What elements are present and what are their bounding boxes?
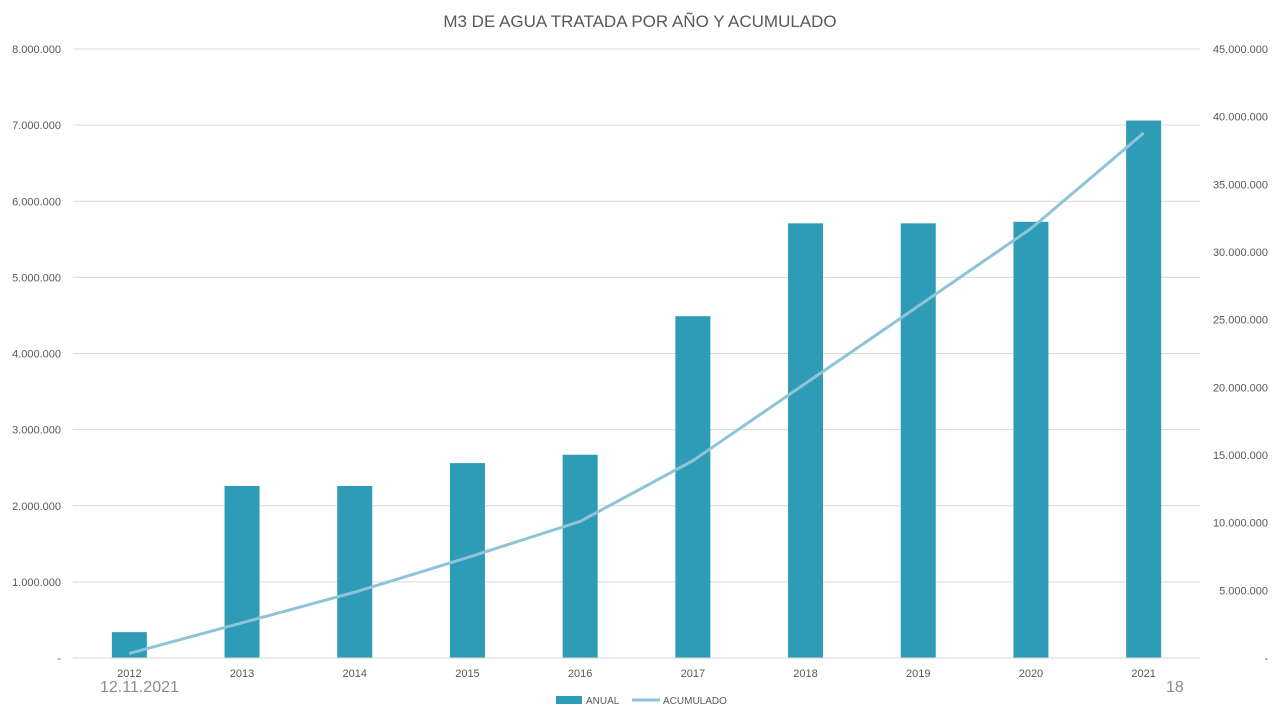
left-axis-tick-label: 2.000.000 xyxy=(12,501,61,513)
x-axis-tick-label: 2013 xyxy=(230,668,254,680)
legend-label-anual: ANUAL xyxy=(586,696,620,707)
right-axis-ticks: - 5.000.000 10.000.000 15.000.000 20.000.000… xyxy=(1213,44,1268,665)
right-axis-tick-label: 15.000.000 xyxy=(1213,450,1268,462)
left-axis-tick-label: 3.000.000 xyxy=(12,425,61,437)
right-axis-tick-label: 40.000.000 xyxy=(1213,112,1268,124)
legend: ANUAL ACUMULADO xyxy=(556,696,727,707)
right-axis-tick-label: 10.000.000 xyxy=(1213,518,1268,530)
line-acumulado xyxy=(128,131,1145,655)
left-axis-tick-label: 4.000.000 xyxy=(12,349,61,361)
x-axis-ticks: 2012 2013 2014 2015 2016 2017 2018 2019 2020 2021 xyxy=(73,657,1200,680)
footer-date: 12.11.2021 xyxy=(100,679,179,696)
bar-2017 xyxy=(675,316,711,658)
x-axis-tick-label: 2020 xyxy=(1019,668,1043,680)
left-axis-tick-label: 1.000.000 xyxy=(12,577,61,589)
right-axis-tick-label: 25.000.000 xyxy=(1213,315,1268,327)
left-axis-tick-label: - xyxy=(57,653,61,665)
x-axis-tick-label: 2016 xyxy=(568,668,592,680)
gridlines xyxy=(73,48,1200,659)
legend-label-acumulado: ACUMULADO xyxy=(663,696,727,707)
x-axis-tick-label: 2014 xyxy=(343,668,367,680)
right-axis-tick-label: 30.000.000 xyxy=(1213,247,1268,259)
left-axis-tick-label: 6.000.000 xyxy=(12,196,61,208)
right-axis-tick-label: 5.000.000 xyxy=(1219,585,1268,597)
left-axis-tick-label: 5.000.000 xyxy=(12,272,61,284)
x-axis-tick-label: 2018 xyxy=(793,668,817,680)
bar-2012 xyxy=(111,632,147,658)
x-axis-tick-label: 2012 xyxy=(117,668,141,680)
legend-swatch-anual xyxy=(556,696,582,704)
left-axis-tick-label: 7.000.000 xyxy=(12,120,61,132)
bar-series xyxy=(111,120,1162,659)
left-axis-tick-label: 8.000.000 xyxy=(12,44,61,56)
x-axis-tick-label: 2021 xyxy=(1131,668,1155,680)
bar-2014 xyxy=(337,485,373,658)
right-axis-tick-label: 45.000.000 xyxy=(1213,44,1268,56)
x-axis-tick-label: 2017 xyxy=(681,668,705,680)
left-axis-ticks: - 1.000.000 2.000.000 3.000.000 4.000.000 5.0… xyxy=(12,44,61,665)
page-number: 18 xyxy=(1166,679,1184,696)
bar-2013 xyxy=(224,485,260,658)
right-axis-tick-label: 35.000.000 xyxy=(1213,179,1268,191)
chart-title: M3 DE AGUA TRATADA POR AÑO Y ACUMULADO xyxy=(443,12,836,31)
x-axis-tick-label: 2019 xyxy=(906,668,930,680)
bar-2019 xyxy=(900,223,936,659)
bar-2021 xyxy=(1126,120,1162,659)
bar-2020 xyxy=(1013,221,1049,658)
bar-2018 xyxy=(788,223,824,659)
right-axis-tick-label: 20.000.000 xyxy=(1213,382,1268,394)
x-axis-tick-label: 2015 xyxy=(455,668,479,680)
right-axis-tick-label: - xyxy=(1264,653,1268,665)
line-series xyxy=(128,131,1145,655)
bar-2016 xyxy=(562,454,598,658)
